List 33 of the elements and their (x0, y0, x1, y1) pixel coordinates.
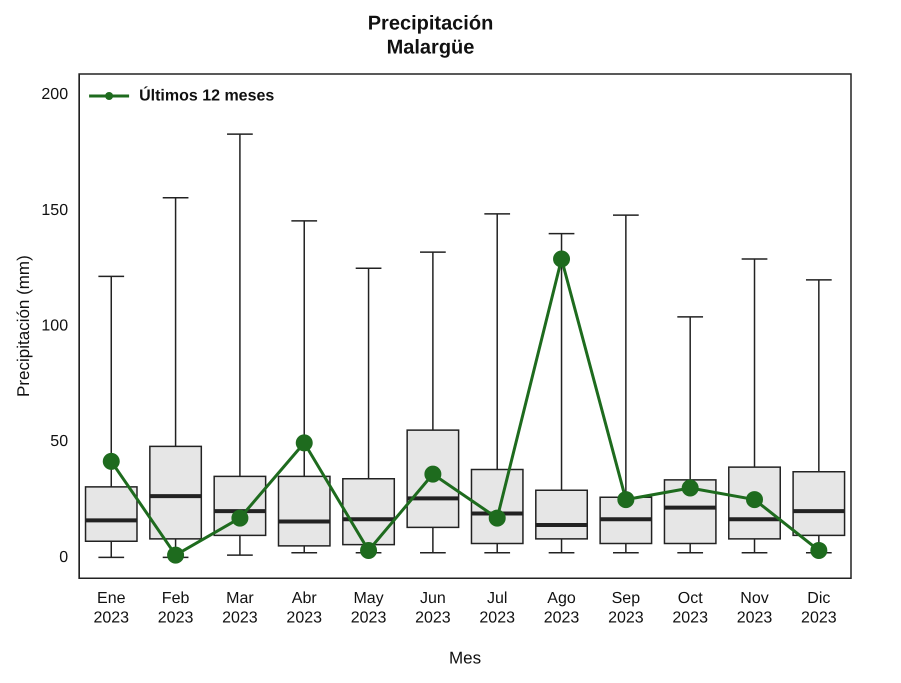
y-tick-label: 50 (50, 433, 68, 450)
point (167, 546, 184, 564)
x-tick-label: Jul 2023 (479, 590, 516, 626)
point (617, 491, 634, 508)
point (102, 452, 120, 470)
y-tick-label: 150 (41, 202, 68, 219)
point (682, 480, 699, 496)
chart-title: Precipitación Malargüe (368, 12, 494, 59)
x-tick-label: Ene 2023 (93, 590, 130, 626)
x-tick-label: Feb 2023 (158, 590, 194, 626)
x-tick-label: Dic 2023 (801, 590, 837, 626)
x-tick-label: Abr 2023 (286, 590, 322, 626)
x-tick-label: Sep 2023 (608, 590, 644, 626)
point (488, 510, 506, 527)
y-tick-label: 100 (41, 318, 68, 335)
point (231, 510, 248, 527)
legend-label: Últimos 12 meses (139, 85, 274, 104)
x-tick-label: Ago 2023 (544, 590, 580, 626)
x-tick-label: Nov 2023 (736, 590, 772, 626)
point (810, 542, 828, 559)
point (424, 466, 442, 483)
x-tick-label: May 2023 (350, 590, 386, 626)
y-axis-title: Precipitación (mm) (14, 255, 33, 397)
x-axis-title: Mes (448, 648, 482, 668)
y-tick-label: 0 (59, 548, 68, 566)
x-tick-label: Mar 2023 (222, 590, 258, 626)
point (553, 250, 570, 268)
x-tick-label: Jun 2023 (415, 590, 451, 626)
point (746, 491, 764, 508)
point (296, 434, 313, 452)
point (360, 542, 378, 559)
y-tick-label: 200 (41, 86, 68, 104)
x-tick-label: Oct 2023 (672, 590, 708, 626)
